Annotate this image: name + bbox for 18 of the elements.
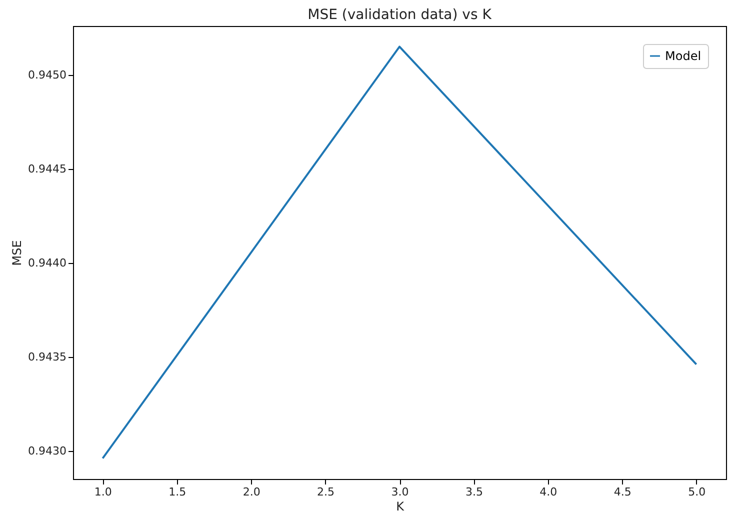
x-tick-label: 2.0 <box>242 486 260 498</box>
y-tick-label: 0.9430 <box>28 444 66 458</box>
y-tick-label: 0.9435 <box>28 350 66 364</box>
x-tick-label: 1.5 <box>168 486 186 498</box>
x-tick-label: 3.5 <box>465 486 483 498</box>
y-tick-label: 0.9450 <box>28 68 66 82</box>
chart-title: MSE (validation data) vs K <box>308 7 492 23</box>
x-tick-label: 4.0 <box>540 486 558 498</box>
y-tick-label: 0.9440 <box>28 256 66 270</box>
x-tick-label: 3.0 <box>391 486 409 498</box>
y-axis-title: MSE <box>10 240 24 266</box>
x-tick-label: 1.0 <box>94 486 112 498</box>
legend-label: Model <box>665 49 702 63</box>
x-tick-label: 5.0 <box>688 486 706 498</box>
y-tick-label: 0.9445 <box>28 162 66 176</box>
x-axis-title: K <box>396 500 406 514</box>
x-tick-label: 4.5 <box>614 486 632 498</box>
x-tick-label: 2.5 <box>317 486 335 498</box>
